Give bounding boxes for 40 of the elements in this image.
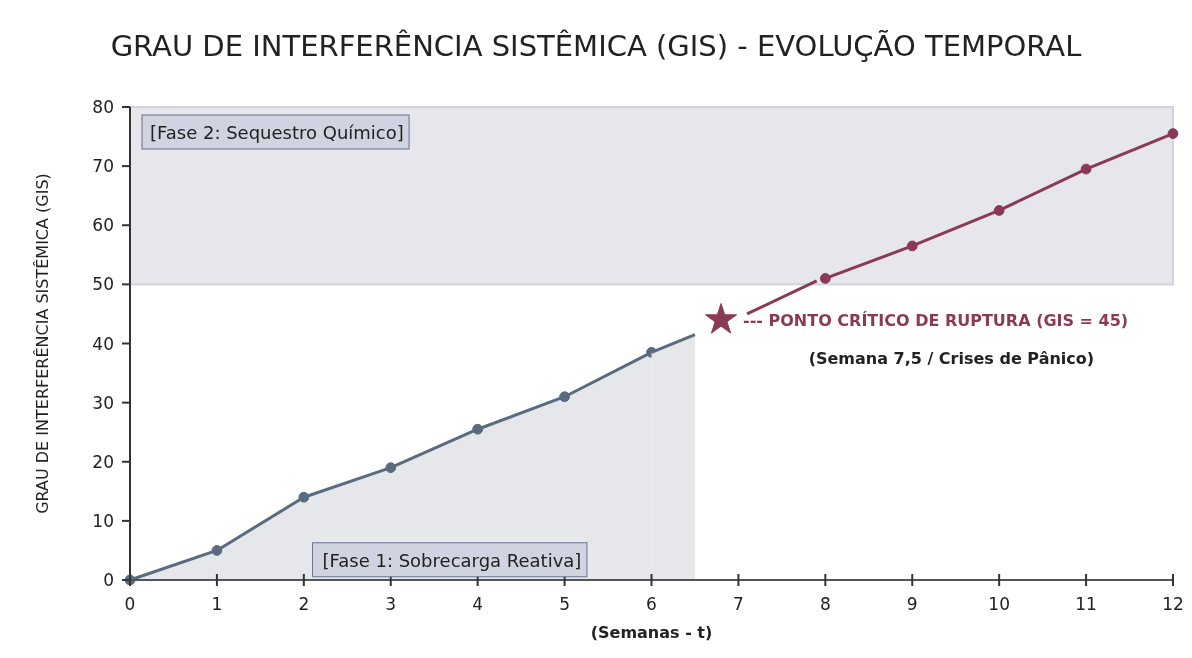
y-tick-label: 70 [92,156,114,177]
annotation: --- PONTO CRÍTICO DE RUPTURA (GIS = 45) [743,310,1129,330]
x-axis-title: (Semanas - t) [590,623,713,642]
y-tick-label: 50 [92,274,114,295]
x-tick-label: 7 [733,594,744,614]
annotation: [Fase 1: Sobrecarga Reativa] [322,549,582,571]
point [559,391,570,403]
x-tick-label: 12 [1162,594,1184,614]
point [1080,163,1092,175]
x-tick-label: 4 [472,594,484,614]
point [385,462,397,474]
point [1167,128,1179,139]
x-tick-label: 11 [1075,594,1097,614]
x-tick-label: 2 [298,594,310,614]
x-tick-label: 1 [211,594,223,614]
y-tick-label: 30 [92,392,114,413]
y-tick-label: 40 [92,333,114,354]
y-tick-label: 80 [92,97,114,117]
band-label: [Fase 2: Sequestro Químico] [150,122,404,143]
x-tick-label: 9 [906,594,918,614]
x-tick-label: 6 [646,594,657,614]
x-tick-label: 0 [124,594,136,614]
y-tick-label: 10 [92,510,114,531]
point [819,273,831,284]
x-tick-label: 10 [988,594,1010,614]
x-tick-label: 5 [559,594,570,614]
point [472,423,484,435]
y-tick-label: 0 [103,570,114,590]
point [993,205,1005,216]
x-tick-label: 3 [385,594,397,614]
chart-title: GRAU DE INTERFERÊNCIA SISTÊMICA (GIS) - EVOLUÇÃO TEMPORAL [110,29,1082,63]
point [906,240,918,252]
point [298,491,310,503]
x-tick-label: 8 [819,594,831,614]
y-tick-label: 20 [92,451,114,472]
y-axis-title: GRAU DE INTERFERÊNCIA SISTÊMICA (GIS) [33,173,52,514]
annotation: (Semana 7,5 / Crises de Pânico) [808,349,1095,369]
point [704,303,738,334]
y-tick-label: 60 [92,215,114,236]
point [211,545,223,556]
